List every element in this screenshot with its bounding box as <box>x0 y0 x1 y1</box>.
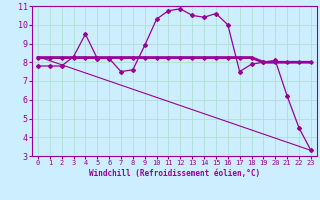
X-axis label: Windchill (Refroidissement éolien,°C): Windchill (Refroidissement éolien,°C) <box>89 169 260 178</box>
